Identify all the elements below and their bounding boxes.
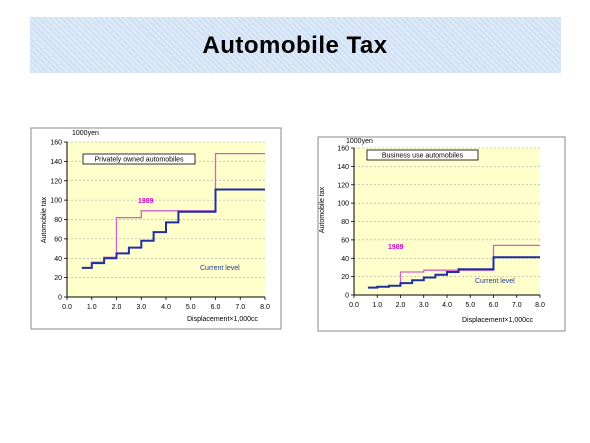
y-tick-label: 80	[341, 219, 349, 226]
y-tick-label: 120	[337, 182, 349, 189]
y-tick-label: 0	[58, 295, 62, 302]
y-tick-label: 140	[337, 164, 349, 171]
x-tick-label: 7.0	[512, 302, 522, 309]
x-tick-label: 1.0	[372, 302, 382, 309]
y-tick-label: 40	[341, 256, 349, 263]
legend-box-label: Business use automobiles	[382, 153, 464, 160]
y-tick-label: 20	[54, 275, 62, 282]
x-tick-label: 8.0	[260, 304, 270, 311]
unit-label: 1000yen	[346, 138, 373, 145]
y-axis-label: Automobile tax	[319, 186, 326, 233]
y-tick-label: 100	[50, 198, 62, 205]
x-tick-label: 4.0	[442, 302, 452, 309]
y-tick-label: 140	[50, 159, 62, 166]
x-axis-label: Displacement×1,000cc	[462, 317, 534, 324]
y-tick-label: 120	[50, 178, 62, 185]
x-tick-label: 8.0	[535, 302, 545, 309]
series-line-current-level	[81, 188, 265, 269]
y-tick-label: 100	[337, 201, 349, 208]
page-title: Automobile Tax	[202, 32, 388, 59]
x-tick-label: 7.0	[235, 304, 245, 311]
legend-box	[82, 153, 196, 165]
x-tick-label: 6.0	[211, 304, 221, 311]
y-tick-label: 80	[54, 217, 62, 224]
y-tick-label: 160	[337, 146, 349, 153]
unit-label: 1000yen	[72, 130, 99, 137]
title-banner	[30, 17, 561, 73]
x-tick-label: 1.0	[87, 304, 97, 311]
y-axis-label: Automobile tax	[41, 196, 48, 243]
series-label-current-level: Current level	[475, 278, 515, 285]
y-tick-label: 60	[54, 236, 62, 243]
x-tick-label: 3.0	[419, 302, 429, 309]
x-tick-label: 2.0	[112, 304, 122, 311]
x-tick-label: 0.0	[62, 304, 72, 311]
x-axis-label: Displacement×1,000cc	[187, 316, 259, 323]
legend-box	[366, 149, 479, 161]
x-tick-label: 0.0	[349, 302, 359, 309]
series-label-1989: 1989	[138, 198, 154, 205]
x-tick-label: 5.0	[186, 304, 196, 311]
y-tick-label: 60	[341, 237, 349, 244]
y-tick-label: 20	[341, 274, 349, 281]
y-tick-label: 40	[54, 256, 62, 263]
x-tick-label: 6.0	[489, 302, 499, 309]
x-tick-label: 2.0	[396, 302, 406, 309]
x-tick-label: 5.0	[465, 302, 475, 309]
series-label-1989: 1989	[388, 244, 404, 251]
y-tick-label: 160	[50, 140, 62, 147]
y-tick-label: 0	[345, 293, 349, 300]
series-line-current-level	[367, 256, 540, 289]
legend-box-label: Privately owned automobiles	[94, 157, 184, 164]
series-label-current-level: Current level	[200, 265, 240, 272]
x-tick-label: 3.0	[136, 304, 146, 311]
x-tick-label: 4.0	[161, 304, 171, 311]
